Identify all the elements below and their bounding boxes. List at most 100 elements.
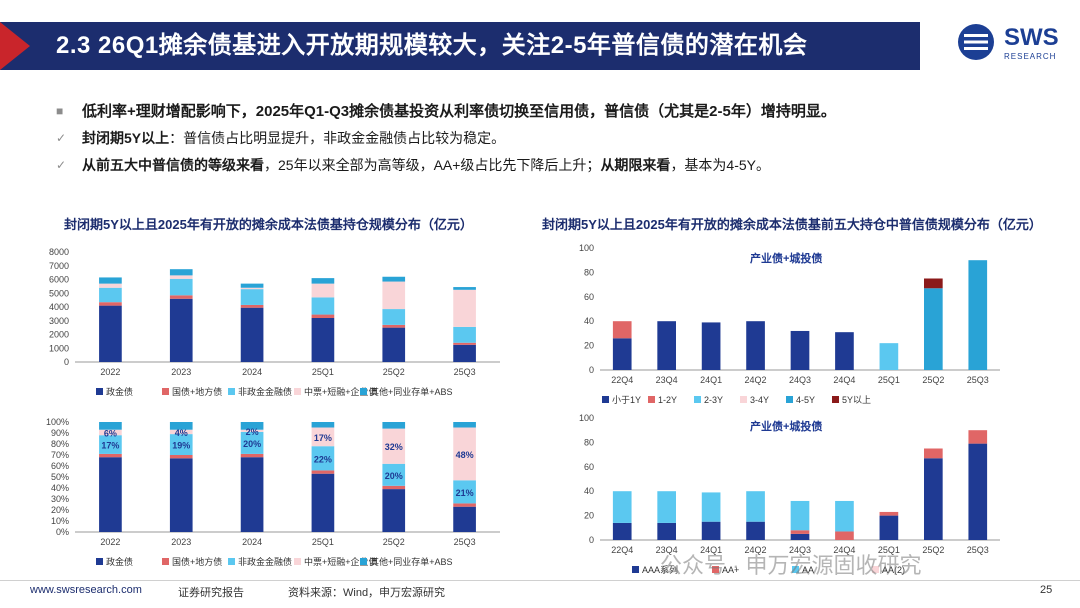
legend-swatch (294, 558, 301, 565)
legend-label: 中票+短融+企业债 (304, 556, 378, 567)
bar-segment (99, 287, 122, 303)
legend-label: 其他+同业存单+ABS (370, 386, 453, 397)
x-tick-label: 24Q3 (789, 545, 811, 555)
bar-segment (99, 453, 122, 458)
data-label: 2% (246, 427, 259, 437)
logo-subtext: RESEARCH (1004, 52, 1057, 61)
y-tick-label: 30% (51, 494, 69, 504)
bar-segment (453, 344, 476, 362)
y-tick-label: 80 (584, 437, 594, 447)
x-tick-label: 25Q2 (922, 545, 944, 555)
legend-label: 4-5Y (796, 395, 815, 405)
bar-segment (968, 430, 988, 444)
legend-swatch (712, 566, 719, 573)
bar-segment (169, 422, 193, 430)
legend-swatch (294, 388, 301, 395)
y-tick-label: 8000 (49, 247, 69, 257)
bullet-2-text: ：普信债占比明显提升，非政金金融债占比较为稳定。 (169, 130, 506, 146)
bar-segment (311, 278, 335, 284)
y-tick-label: 20 (584, 511, 594, 521)
bullet-3-text2: ，基本为4-5Y。 (670, 157, 771, 173)
legend-label: 5Y以上 (842, 395, 871, 405)
bar-segment (701, 521, 721, 540)
bar-segment (701, 492, 721, 522)
bullet-1-text: 低利率+理财增配影响下，2025年Q1-Q3摊余债基投资从利率债切换至信用债，普… (82, 103, 836, 120)
x-tick-label: 25Q1 (878, 545, 900, 555)
right-bottom-chart: 0 20 40 60 80 100 22Q4 23Q4 24Q1 24Q2 24Q3 24Q4 25Q1… (579, 413, 1000, 575)
x-tick-label: 25Q1 (878, 375, 900, 385)
bar-segment (240, 283, 264, 288)
x-tick-label: 25Q2 (922, 375, 944, 385)
legend-label: 3-4Y (750, 395, 769, 405)
watermark: 公众号 · 申万宏源固收研究 (660, 553, 922, 578)
bar-segment (382, 463, 406, 486)
bar-segment (240, 422, 264, 430)
data-label: 4% (175, 428, 188, 438)
bullet-3-text: ，25年以来全部为高等级，AA+级占比先下降后上升； (264, 157, 601, 173)
bar-segment (612, 491, 632, 523)
y-tick-label: 90% (51, 428, 69, 438)
bar-segment (311, 314, 335, 318)
data-label: 21% (456, 488, 474, 498)
bar-segment (169, 269, 193, 276)
bar-segment (169, 298, 193, 362)
bar-segment (382, 428, 406, 464)
bar-segment (612, 338, 632, 370)
bar-segment (924, 458, 943, 540)
x-tick-label: 2023 (171, 367, 191, 377)
y-tick-label: 80% (51, 439, 69, 449)
bar-segment (924, 288, 943, 370)
bar-segment (879, 343, 899, 370)
y-tick-label: 100 (579, 413, 594, 423)
footer-doc-type: 证券研究报告 (178, 587, 244, 599)
chart-annotation: 产业债+城投债 (750, 419, 822, 433)
legend-swatch (872, 566, 879, 573)
y-tick-label: 5000 (49, 288, 69, 298)
footer-url[interactable]: www.swsresearch.com (30, 584, 142, 596)
bar-segment (453, 287, 476, 290)
bar-segment (746, 521, 765, 540)
bar-segment (99, 283, 122, 288)
bar-segment (99, 422, 122, 430)
bar-segment (453, 506, 476, 532)
left-top-chart: 0 1000 2000 3000 4000 5000 6000 7000 8000 2022 202… (49, 247, 500, 397)
bar-segment (382, 485, 406, 490)
footer-divider (0, 580, 1080, 581)
legend-label: 政金债 (106, 556, 133, 567)
bullet-1: ■ 低利率+理财增配影响下，2025年Q1-Q3摊余债基投资从利率债切换至信用债… (56, 98, 1066, 125)
legend-swatch (792, 566, 799, 573)
bar-segment (169, 275, 193, 279)
y-tick-label: 40 (584, 316, 594, 326)
bullet-list: ■ 低利率+理财增配影响下，2025年Q1-Q3摊余债基投资从利率债切换至信用债… (56, 98, 1066, 179)
bar-segment (169, 455, 193, 459)
bar-segment (311, 422, 335, 428)
bar-segment (169, 295, 193, 299)
left-bottom-chart: 0%10%20%30%40%50%60%70%80%90%100%2022 202… (46, 417, 500, 567)
header-spacer (0, 0, 60, 22)
x-tick-label: 2022 (100, 537, 120, 547)
x-tick-label: 24Q3 (789, 375, 811, 385)
page-title: 2.3 26Q1摊余债基进入开放期规模较大，关注2-5年普信债的潜在机会 (56, 32, 808, 59)
bar-segment (657, 491, 676, 523)
bar-segment (790, 533, 810, 540)
square-bullet-icon: ■ (56, 104, 64, 118)
x-tick-label: 25Q2 (383, 537, 405, 547)
chart-annotation: 产业债+城投债 (750, 251, 822, 265)
x-tick-label: 25Q3 (454, 367, 476, 377)
data-label: 48% (456, 450, 474, 460)
y-tick-label: 40% (51, 483, 69, 493)
bar-segment (879, 515, 899, 540)
data-label: 17% (314, 433, 332, 443)
bar-segment (790, 330, 810, 370)
bar-segment (453, 326, 476, 343)
x-tick-label: 2024 (242, 367, 262, 377)
bar-segment (453, 342, 476, 345)
bar-segment (311, 318, 335, 362)
legend-label: 其他+同业存单+ABS (370, 556, 453, 567)
legend-label: AA+ (722, 565, 739, 575)
x-tick-label: 24Q2 (745, 545, 767, 555)
x-tick-label: 25Q2 (383, 367, 405, 377)
y-tick-label: 80 (584, 267, 594, 277)
bar-segment (968, 443, 988, 540)
legend-swatch (602, 396, 609, 403)
